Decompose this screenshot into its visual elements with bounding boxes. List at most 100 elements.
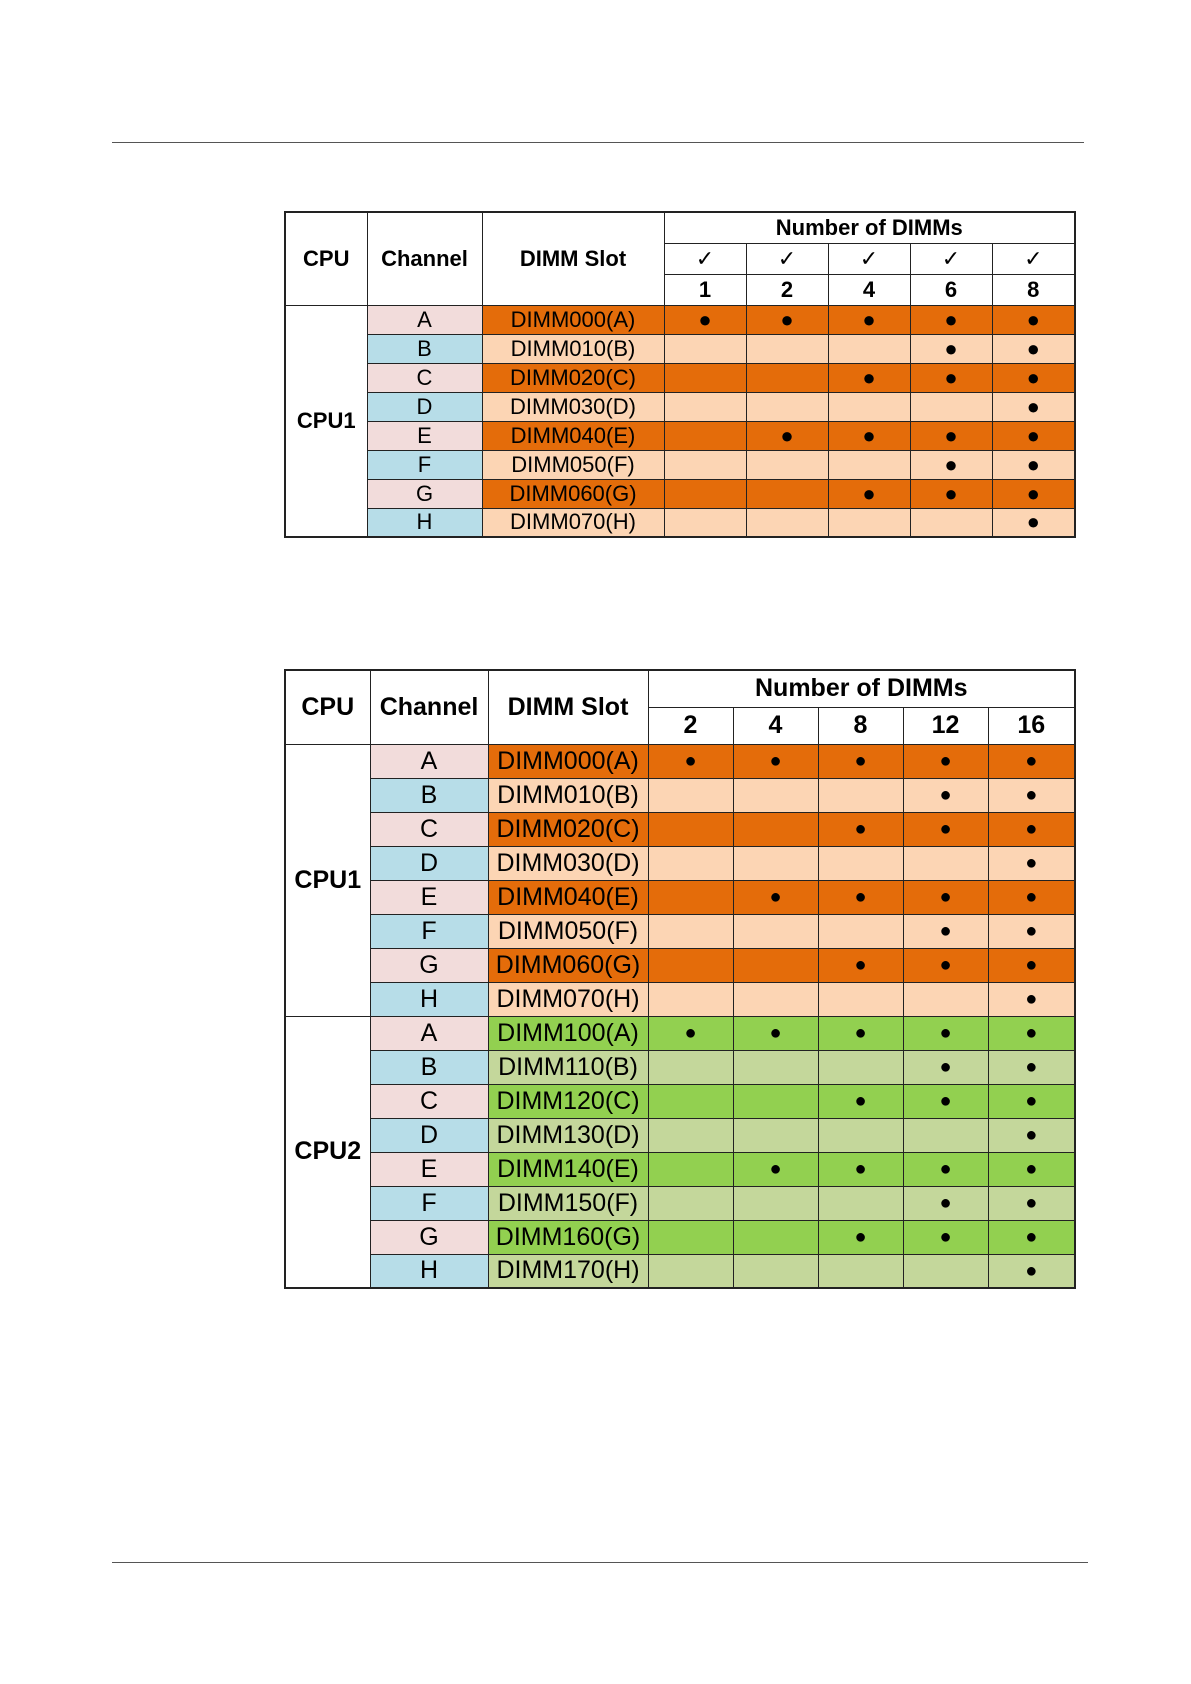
population-cell [902,1253,989,1289]
channel-cell: E [366,420,483,451]
population-cell [663,333,747,364]
dimm-slot-cell: DIMM150(F) [487,1185,649,1221]
dimm-slot-cell: DIMM030(D) [481,391,665,422]
header-cpu: CPU [284,669,371,745]
population-cell [663,449,747,480]
population-cell: ● [817,811,904,847]
population-cell: ● [902,1015,989,1051]
population-cell: ● [991,391,1076,422]
channel-cell: F [369,913,489,949]
population-cell: ● [909,478,993,509]
channel-cell: B [369,777,489,813]
population-cell [647,1083,734,1119]
population-cell: ● [987,947,1076,983]
population-cell [647,913,734,949]
population-cell: ● [987,1219,1076,1255]
population-cell [647,811,734,847]
population-cell [909,391,993,422]
dimm-count: 1 [663,273,747,306]
population-cell: ● [827,420,911,451]
population-cell [817,777,904,813]
population-cell: ● [987,811,1076,847]
table-row: CPU2 A DIMM100(A) ● ● ● ● ● [284,1015,1076,1289]
population-cell: ● [909,449,993,480]
check-mark: ✓ [663,242,747,275]
population-cell: ● [991,362,1076,393]
population-cell [647,1049,734,1085]
population-cell: ● [987,1049,1076,1085]
population-cell [909,507,993,538]
table-row: H DIMM170(H) ● [285,1253,1076,1289]
population-cell [817,1117,904,1153]
population-cell: ● [817,1151,904,1187]
table-row: B DIMM110(B) ● ● [285,1049,1076,1085]
dimm-slot-cell: DIMM070(H) [487,981,649,1017]
population-cell: ● [732,743,819,779]
population-cell [745,507,829,538]
dimm-slot-cell: DIMM130(D) [487,1117,649,1153]
table-row: F DIMM150(F) ● ● [285,1185,1076,1221]
dimm-slot-cell: DIMM000(A) [481,304,665,335]
dimm-count: 2 [745,273,829,306]
dimm-slot-cell: DIMM040(E) [481,420,665,451]
population-cell [732,1219,819,1255]
cpu-label: CPU2 [284,1015,371,1289]
population-cell [817,913,904,949]
channel-cell: H [366,507,483,538]
population-cell: ● [987,743,1076,779]
channel-cell: A [366,304,483,335]
population-cell: ● [827,362,911,393]
channel-cell: A [369,743,489,779]
population-cell: ● [909,362,993,393]
dimm-count: 4 [732,706,819,745]
header-dimm-slot: DIMM Slot [481,211,665,306]
population-cell: ● [902,1219,989,1255]
population-cell: ● [987,845,1076,881]
population-cell [745,449,829,480]
population-cell [902,1117,989,1153]
population-cell: ● [902,1185,989,1221]
header-channel: Channel [369,669,489,745]
table-row: CPU1 A DIMM000(A) ● ● ● ● ● [284,743,1076,1017]
channel-cell: A [369,1015,489,1051]
dimm-slot-cell: DIMM050(F) [481,449,665,480]
channel-cell: F [366,449,483,480]
table-row: G DIMM060(G) ● ● ● [285,478,1076,509]
channel-cell: G [369,947,489,983]
population-cell: ● [817,743,904,779]
header-cpu: CPU [284,211,368,306]
population-cell: ● [987,879,1076,915]
dimm-count: 16 [987,706,1076,745]
check-mark: ✓ [827,242,911,275]
population-cell [745,391,829,422]
table-row: C DIMM020(C) ● ● ● [285,811,1076,847]
population-cell [732,1083,819,1119]
population-cell: ● [987,1151,1076,1187]
dimm-slot-cell: DIMM120(C) [487,1083,649,1119]
population-cell: ● [817,1219,904,1255]
population-cell [732,845,819,881]
population-cell [827,333,911,364]
dimm-slot-cell: DIMM020(C) [481,362,665,393]
check-mark: ✓ [991,242,1076,275]
check-mark: ✓ [909,242,993,275]
table-row: G DIMM160(G) ● ● ● [285,1219,1076,1255]
channel-cell: C [369,811,489,847]
population-cell: ● [902,1083,989,1119]
table-row: CPU1 A DIMM000(A) ● ● ● ● ● [284,304,1076,538]
population-cell [647,1253,734,1289]
population-cell [663,478,747,509]
population-cell [732,1049,819,1085]
population-cell [663,391,747,422]
dimm-slot-cell: DIMM020(C) [487,811,649,847]
table-row: C DIMM020(C) ● ● ● [285,362,1076,393]
channel-cell: B [366,333,483,364]
population-cell [745,362,829,393]
table-row: F DIMM050(F) ● ● [285,449,1076,480]
population-cell [827,449,911,480]
population-cell: ● [817,947,904,983]
population-cell [647,947,734,983]
population-cell: ● [991,507,1076,538]
population-cell: ● [902,743,989,779]
population-cell [902,845,989,881]
